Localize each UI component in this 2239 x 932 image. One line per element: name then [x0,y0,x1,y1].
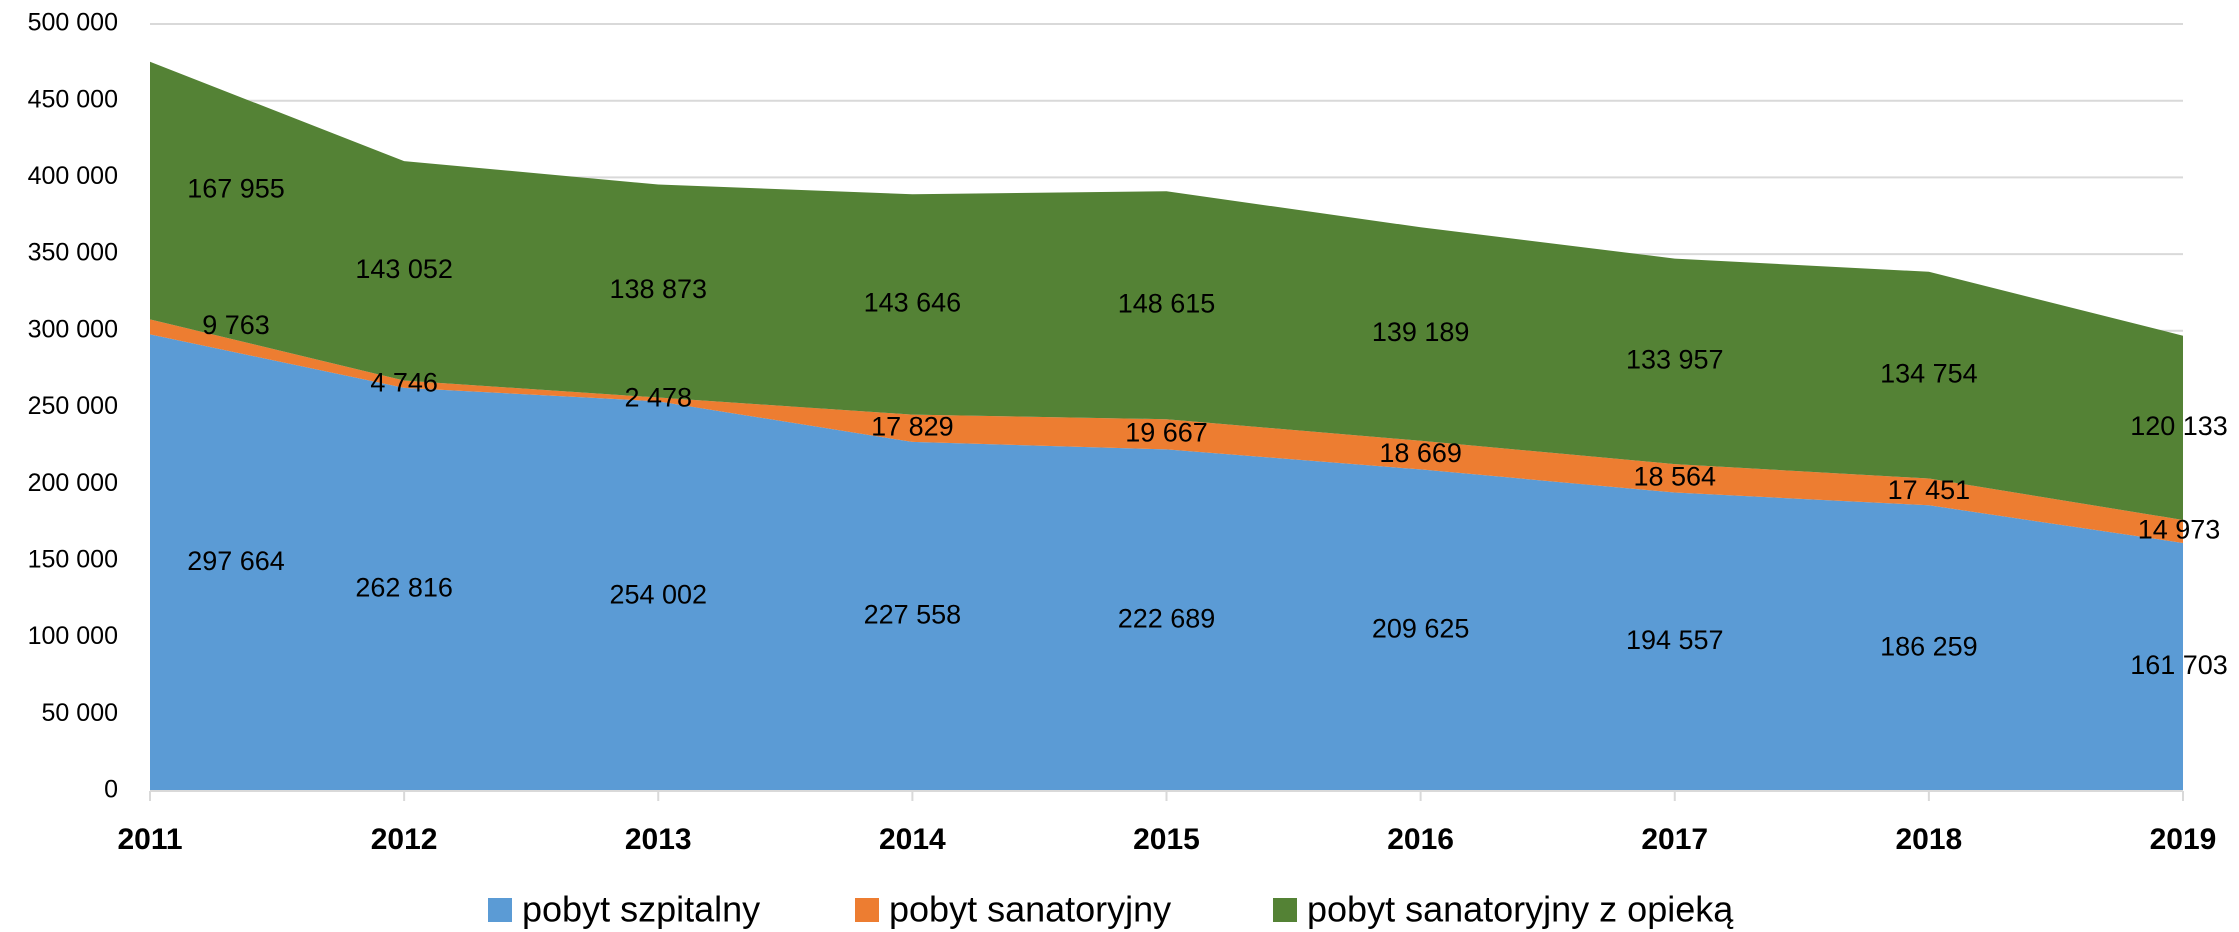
y-tick-label: 150 000 [28,546,118,574]
y-tick-label: 500 000 [28,9,118,37]
x-tick-label: 2014 [879,823,946,856]
data-label: 2 478 [624,383,692,413]
data-label: 133 957 [1626,344,1724,374]
data-label: 227 558 [864,600,962,630]
data-label: 209 625 [1372,613,1470,643]
y-tick-label: 400 000 [28,162,118,190]
legend-swatch [488,898,512,922]
data-label: 222 689 [1118,603,1216,633]
legend-swatch [855,898,879,922]
legend-label: pobyt sanatoryjny [889,889,1171,930]
x-tick-label: 2017 [1641,823,1708,856]
data-label: 14 973 [2138,515,2221,545]
area [150,334,2183,791]
legend-label: pobyt sanatoryjny z opieką [1307,889,1734,930]
data-label: 262 816 [355,573,453,603]
data-label: 19 667 [1125,417,1208,447]
legend-swatch [1273,898,1297,922]
data-label: 17 829 [871,411,954,441]
data-label: 4 746 [370,367,438,397]
y-tick-label: 300 000 [28,315,118,343]
y-tick-label: 450 000 [28,85,118,113]
x-tick-label: 2011 [117,823,182,856]
data-label: 143 052 [355,254,453,284]
data-label: 143 646 [864,288,962,318]
data-label: 18 669 [1379,438,1462,468]
data-label: 17 451 [1888,475,1971,505]
x-tick-label: 2018 [1896,823,1963,856]
data-label: 161 703 [2130,650,2228,680]
x-tick-label: 2013 [625,823,692,856]
data-label: 9 763 [202,310,270,340]
legend-label: pobyt szpitalny [522,889,760,930]
data-label: 18 564 [1633,461,1716,491]
area [150,61,2183,520]
x-tick-label: 2019 [2150,823,2217,856]
area [150,319,2183,543]
x-tick-label: 2016 [1387,823,1454,856]
y-tick-label: 100 000 [28,622,118,650]
data-label: 134 754 [1880,358,1978,388]
data-label: 148 615 [1118,288,1216,318]
data-label: 138 873 [609,274,707,304]
data-label: 297 664 [187,546,285,576]
x-tick-label: 2015 [1133,823,1200,856]
y-tick-label: 200 000 [28,469,118,497]
data-label: 186 259 [1880,631,1978,661]
y-tick-label: 350 000 [28,239,118,267]
y-tick-label: 50 000 [42,699,118,727]
data-label: 167 955 [187,174,285,204]
data-label: 254 002 [609,579,707,609]
y-tick-label: 250 000 [28,392,118,420]
data-label: 139 189 [1372,317,1470,347]
data-label: 120 133 [2130,411,2228,441]
data-label: 194 557 [1626,625,1724,655]
y-tick-label: 0 [104,776,118,804]
x-tick-label: 2012 [371,823,438,856]
